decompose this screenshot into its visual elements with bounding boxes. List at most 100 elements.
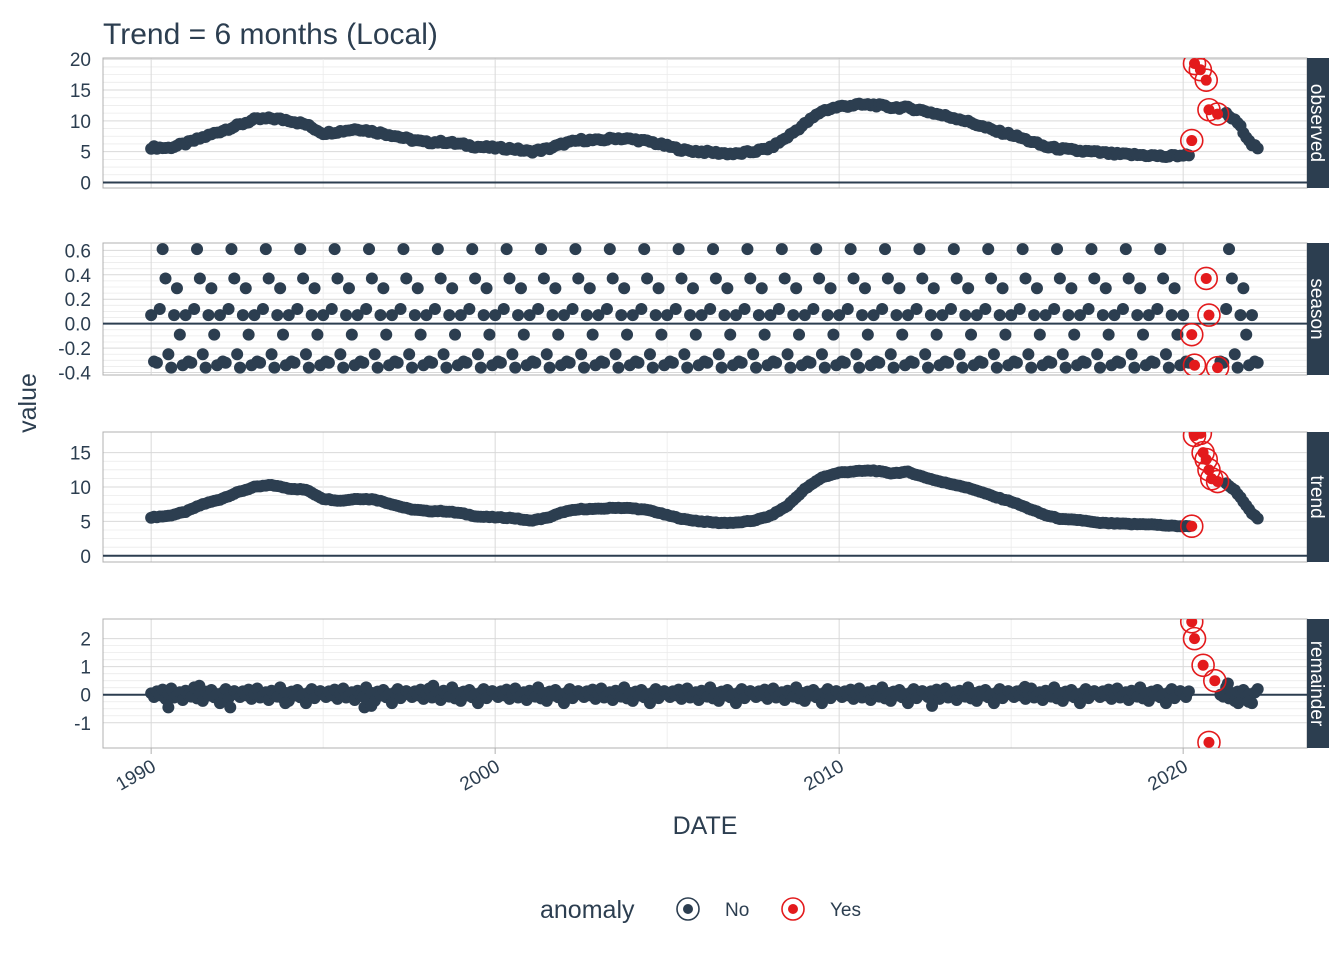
data-point (279, 697, 292, 710)
data-point (701, 356, 714, 369)
data-point (213, 309, 226, 322)
data-point (517, 328, 530, 341)
data-point (1053, 272, 1066, 285)
data-point (566, 303, 579, 315)
y-tick-label: 5 (80, 512, 91, 533)
data-point (600, 303, 613, 315)
data-point (365, 699, 378, 712)
data-point (1048, 303, 1061, 315)
data-point (193, 272, 206, 285)
data-point (910, 303, 923, 315)
data-point (466, 243, 479, 256)
data-point (818, 361, 831, 374)
anomaly-point (1200, 74, 1212, 86)
data-point (686, 282, 699, 295)
data-point (268, 361, 281, 374)
data-point (1091, 348, 1104, 361)
data-point (815, 348, 828, 361)
data-point (1237, 282, 1250, 295)
data-point (427, 679, 440, 692)
anomaly-point (1212, 108, 1224, 120)
data-point (1137, 328, 1150, 341)
data-point (1114, 356, 1127, 369)
data-point (609, 348, 622, 361)
data-point (793, 328, 806, 341)
data-point (684, 309, 697, 322)
data-point (463, 303, 476, 315)
anomaly-point (1186, 520, 1198, 532)
facet-strip-label: season (1306, 278, 1327, 339)
data-point (996, 282, 1009, 295)
data-point (884, 348, 897, 361)
data-point (480, 282, 493, 295)
data-point (926, 699, 939, 712)
anomaly-ring (1194, 68, 1219, 92)
data-point (1182, 685, 1195, 698)
data-point (446, 282, 459, 295)
data-point (775, 243, 788, 256)
data-point (1013, 303, 1026, 315)
data-point (666, 356, 679, 369)
data-point (150, 356, 163, 369)
data-point (274, 282, 287, 295)
data-point (643, 348, 656, 361)
data-point (985, 272, 998, 285)
data-point (443, 309, 456, 322)
data-points-season (145, 243, 1264, 375)
data-point (337, 361, 350, 374)
data-point (887, 361, 900, 374)
data-point (867, 309, 880, 322)
data-point (861, 328, 874, 341)
data-point (494, 356, 507, 369)
data-point (202, 309, 215, 322)
data-point (449, 328, 462, 341)
data-point (930, 328, 943, 341)
data-point (1125, 348, 1138, 361)
panel-remainder: -1 0 1 2 remainder (74, 618, 1329, 749)
data-point (1231, 361, 1244, 374)
data-point (365, 272, 378, 285)
data-point (626, 309, 639, 322)
data-point (709, 272, 722, 285)
data-point (460, 356, 473, 369)
data-point (179, 309, 192, 322)
data-point (712, 348, 725, 361)
data-point (205, 282, 218, 295)
data-point (632, 356, 645, 369)
data-point (747, 348, 760, 361)
data-point (1051, 243, 1064, 256)
data-point (890, 309, 903, 322)
data-point (618, 282, 631, 295)
panel-observed: 0 5 10 15 20 observed (70, 50, 1329, 194)
anomaly-point (1197, 659, 1209, 671)
data-point (578, 361, 591, 374)
data-point (1082, 303, 1095, 315)
anomaly-point (1209, 675, 1221, 687)
data-point (199, 361, 212, 374)
data-point (471, 348, 484, 361)
data-point (342, 282, 355, 295)
data-point (999, 328, 1012, 341)
data-point (234, 361, 247, 374)
y-tick-label: 0.6 (65, 241, 91, 262)
data-point (1019, 272, 1032, 285)
data-point (646, 361, 659, 374)
data-point (953, 348, 966, 361)
facet-strip-label: remainder (1306, 641, 1327, 727)
data-point (598, 356, 611, 369)
data-point (400, 272, 413, 285)
data-point (1159, 348, 1172, 361)
data-point (1079, 356, 1092, 369)
data-point (1085, 243, 1098, 256)
data-point (1251, 356, 1264, 369)
data-point (543, 361, 556, 374)
facet-panels: 05101520observed-0.4-0.20.00.20.40.6seas… (58, 50, 1329, 749)
data-point (271, 309, 284, 322)
data-point (947, 243, 960, 256)
data-point (750, 361, 763, 374)
y-tick-label: -0.4 (58, 364, 91, 385)
data-point (302, 361, 315, 374)
data-point (942, 356, 955, 369)
y-axis-title: value (14, 373, 42, 433)
